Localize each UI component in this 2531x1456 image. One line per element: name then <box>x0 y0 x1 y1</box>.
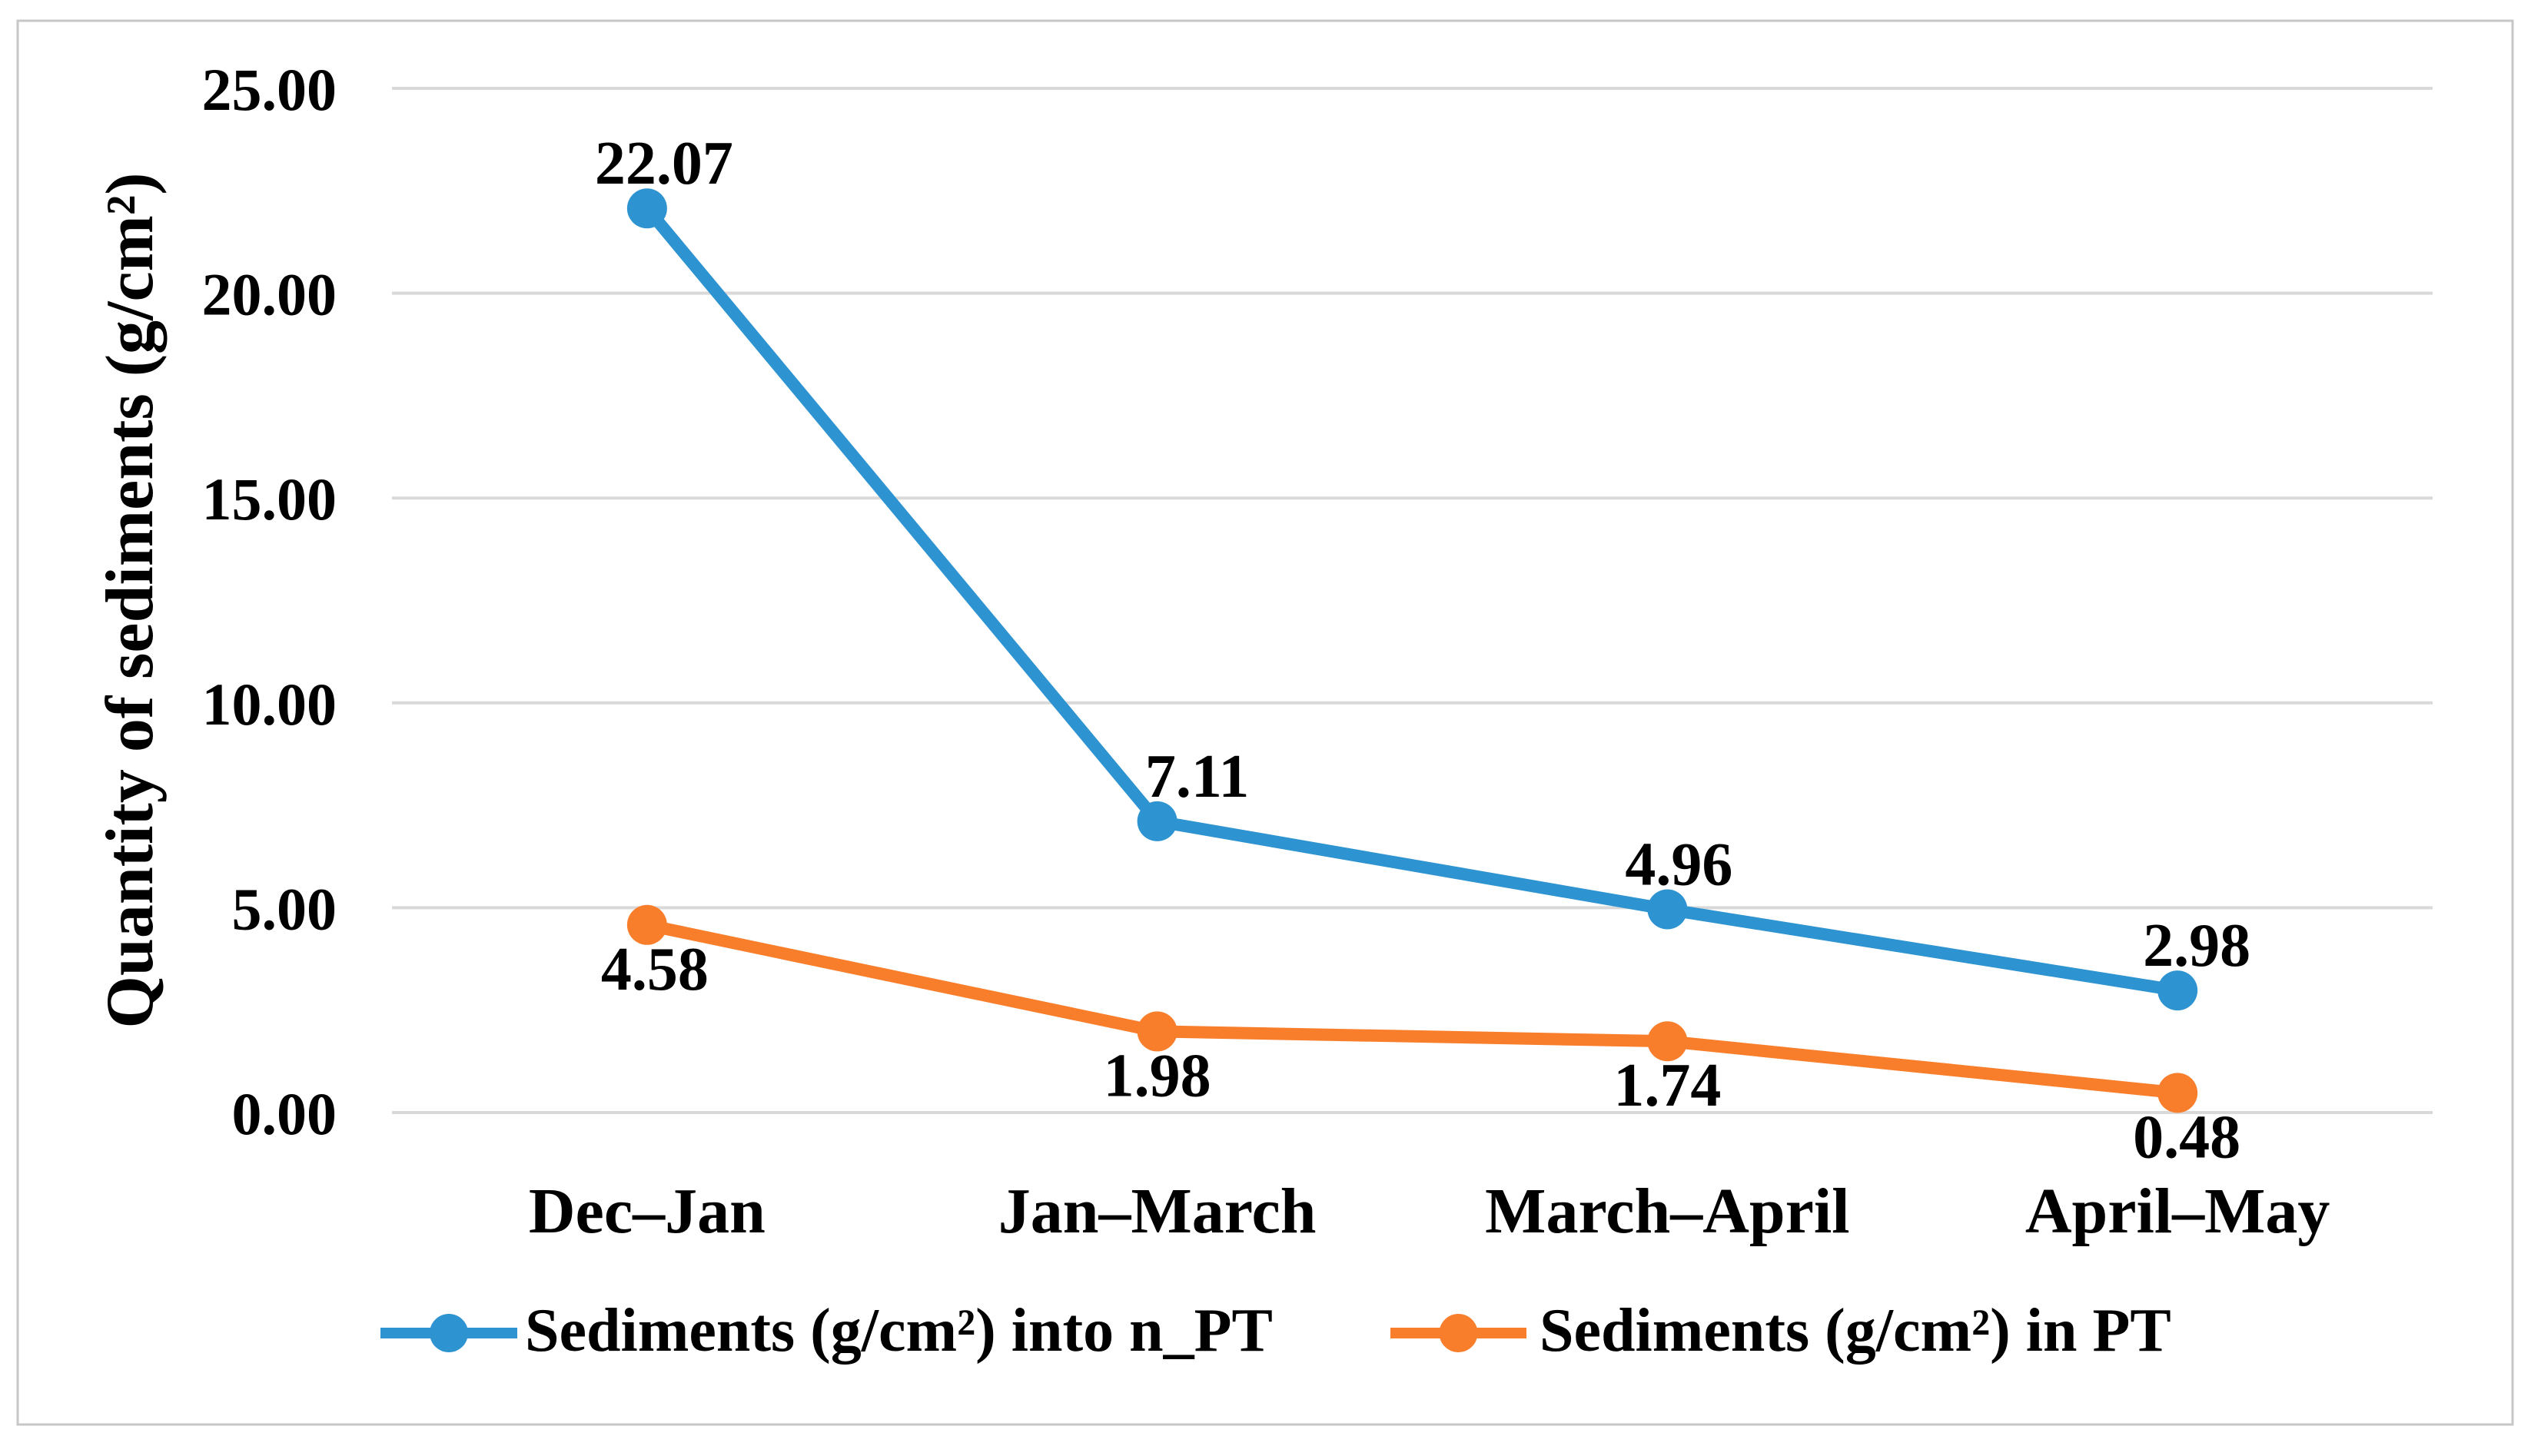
y-tick-label: 5.00 <box>232 875 337 942</box>
data-label: 4.96 <box>1625 831 1732 899</box>
data-point <box>1137 1011 1177 1052</box>
y-tick-label: 20.00 <box>202 261 337 328</box>
legend-label: Sediments (g/cm²) in PT <box>1540 1297 2171 1365</box>
data-point <box>626 904 667 945</box>
y-tick-label: 25.00 <box>202 56 337 123</box>
y-tick-label: 0.00 <box>232 1080 337 1147</box>
x-category-label: Jan–March <box>998 1176 1317 1247</box>
data-label: 7.11 <box>1145 743 1250 811</box>
legend-key-marker <box>1439 1314 1478 1352</box>
data-point <box>626 188 667 229</box>
data-point <box>1647 889 1688 930</box>
data-label: 2.98 <box>2143 912 2250 980</box>
y-tick-label: 15.00 <box>202 466 337 532</box>
legend-item: Sediments (g/cm²) into n_PT <box>380 1297 1273 1365</box>
y-tick-label: 10.00 <box>202 671 337 738</box>
x-category-label: March–April <box>1485 1176 1849 1247</box>
legend-key-marker <box>430 1314 468 1352</box>
data-point <box>2157 1073 2198 1113</box>
x-category-label: April–May <box>2025 1176 2330 1247</box>
x-category-label: Dec–Jan <box>529 1176 766 1247</box>
data-label: 1.74 <box>1613 1052 1721 1119</box>
series-line-in-pt <box>640 918 2184 1099</box>
legend-label: Sediments (g/cm²) into n_PT <box>525 1297 1273 1365</box>
data-label: 4.58 <box>601 936 709 1003</box>
legend-item: Sediments (g/cm²) in PT <box>1390 1297 2171 1365</box>
y-axis-title: Quantity of sediments (g/cm²) <box>93 172 168 1028</box>
series-line-into-n-pt <box>640 202 2184 997</box>
data-label: 22.07 <box>595 130 733 197</box>
data-label: 0.48 <box>2133 1103 2240 1171</box>
data-point <box>1137 801 1177 841</box>
data-label: 1.98 <box>1104 1042 1211 1109</box>
data-point <box>2157 970 2198 1011</box>
data-point <box>1647 1021 1688 1062</box>
figure-border <box>16 19 2514 1426</box>
